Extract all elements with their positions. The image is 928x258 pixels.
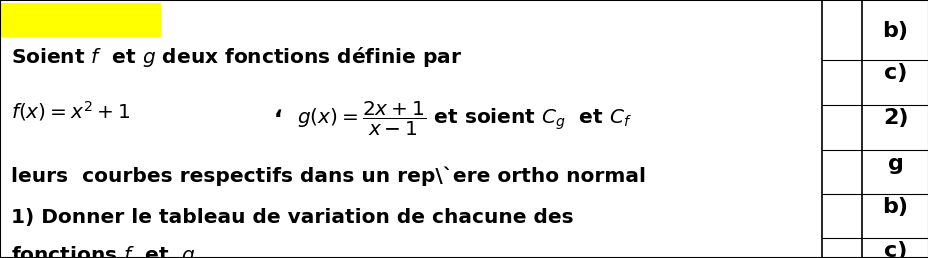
Text: g: g — [886, 154, 903, 174]
Text: b): b) — [882, 21, 908, 41]
Text: 2): 2) — [882, 108, 908, 128]
Text: c): c) — [883, 63, 907, 83]
Text: $g(x) = \dfrac{2x+1}{x-1}$ et soient $C_g$  et $C_f$: $g(x) = \dfrac{2x+1}{x-1}$ et soient $C_… — [297, 99, 632, 138]
Text: leurs  courbes respectifs dans un rep\`ere ortho normal: leurs courbes respectifs dans un rep\`er… — [11, 166, 646, 186]
Text: Soient $f$  et $g$ deux fonctions définie par: Soient $f$ et $g$ deux fonctions définie… — [11, 45, 462, 69]
Text: b): b) — [882, 197, 908, 217]
Text: $f(x) = x^2 + 1$: $f(x) = x^2 + 1$ — [11, 99, 131, 123]
Text: fonctions $f$  et  $g$: fonctions $f$ et $g$ — [11, 244, 196, 258]
Text: ،: ، — [274, 99, 282, 122]
Bar — [1, 3, 161, 37]
Text: 1) Donner le tableau de variation de chacune des: 1) Donner le tableau de variation de cha… — [11, 208, 574, 227]
Text: c): c) — [883, 241, 907, 258]
